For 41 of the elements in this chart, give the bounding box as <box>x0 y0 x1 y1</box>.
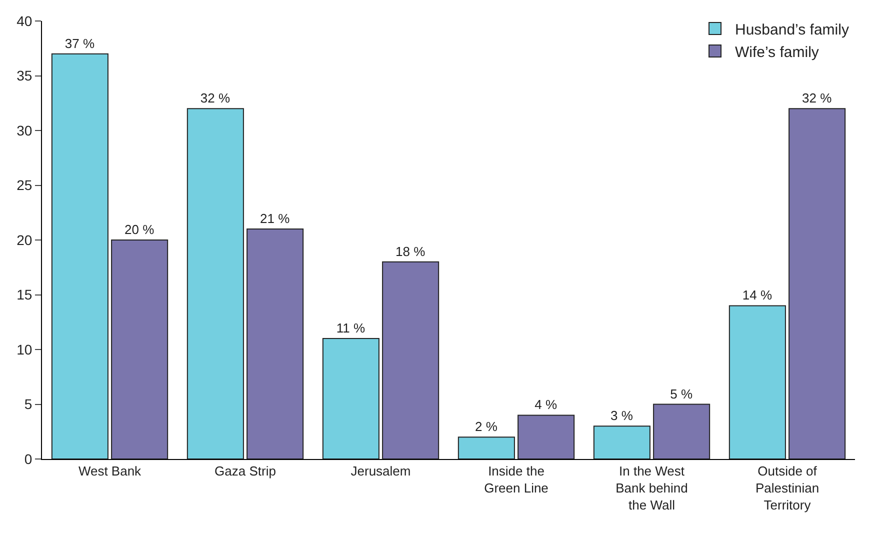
data-label: 2 % <box>475 419 498 434</box>
data-label: 14 % <box>742 288 772 303</box>
bar <box>788 108 846 459</box>
y-tick-label: 40 <box>16 12 32 29</box>
data-label: 18 % <box>396 244 426 259</box>
bar <box>246 228 304 459</box>
bar <box>186 108 244 459</box>
bar <box>382 261 440 459</box>
x-tick-label: Gaza Strip <box>214 464 276 479</box>
bar <box>51 53 108 459</box>
x-tick-label: Inside the Green Line <box>484 464 548 496</box>
data-label: 11 % <box>336 320 366 336</box>
y-tick-label: 15 <box>16 286 32 303</box>
bar <box>518 414 575 459</box>
legend-label: Husband’s family <box>735 21 850 38</box>
y-tick-label: 0 <box>24 450 32 467</box>
y-tick-label: 35 <box>16 68 32 84</box>
bar <box>111 240 168 459</box>
bar <box>458 436 515 459</box>
bar <box>728 305 786 459</box>
data-label: 3 % <box>610 408 634 424</box>
y-tick-label: 5 <box>24 396 32 412</box>
x-tick-label: Outside of Palestinian Territory <box>755 464 820 512</box>
x-tick-label: West Bank <box>78 464 142 479</box>
y-tick-label: 10 <box>16 341 32 358</box>
y-tick-label: 25 <box>16 177 32 194</box>
bar <box>593 426 650 459</box>
x-tick-label: In the West Bank behind the Wall <box>616 464 688 512</box>
data-label: 21 % <box>260 211 290 226</box>
x-tick-label: Jerusalem <box>350 464 411 479</box>
bar <box>322 338 380 459</box>
data-label: 5 % <box>670 386 693 402</box>
y-tick-label: 20 <box>16 232 32 248</box>
data-label: 32 % <box>802 90 832 106</box>
data-label: 20 % <box>124 222 155 237</box>
data-label: 32 % <box>200 90 230 106</box>
data-label: 37 % <box>64 36 95 51</box>
data-label: 4 % <box>534 397 558 412</box>
y-tick-label: 30 <box>16 122 32 138</box>
legend-label: Wife’s family <box>735 44 820 61</box>
bar <box>653 404 710 459</box>
